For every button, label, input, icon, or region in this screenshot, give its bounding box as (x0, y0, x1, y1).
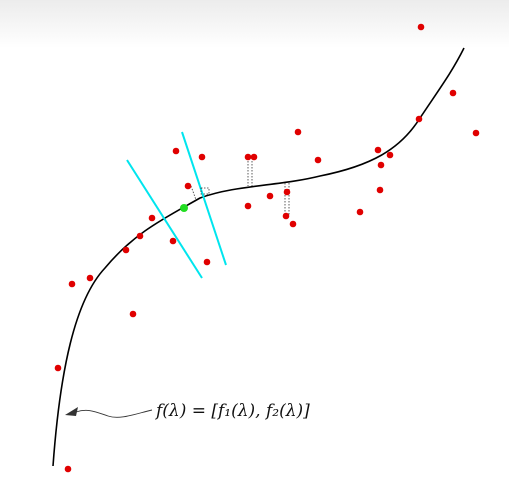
label-connector (75, 409, 153, 418)
data-point (289, 220, 297, 228)
data-point (172, 147, 180, 155)
data-point (129, 310, 137, 318)
data-point (250, 153, 258, 161)
data-point (449, 89, 457, 97)
data-point (314, 156, 322, 164)
data-point (198, 153, 206, 161)
data-point (68, 280, 76, 288)
data-point (282, 212, 290, 220)
data-point (417, 23, 425, 31)
data-point (203, 258, 211, 266)
data-point (472, 129, 480, 137)
data-point (377, 161, 385, 169)
highlight-point (180, 204, 188, 212)
projection-line-right (181, 131, 227, 266)
data-point (148, 214, 156, 222)
data-points (54, 23, 480, 473)
data-point (122, 246, 130, 254)
data-point (266, 192, 274, 200)
data-point (294, 128, 302, 136)
data-point (244, 202, 252, 210)
data-point (136, 232, 144, 240)
data-point (374, 146, 382, 154)
projection-line-left (126, 159, 203, 279)
data-point (169, 237, 177, 245)
data-point (54, 364, 62, 372)
data-point (283, 188, 291, 196)
data-point (184, 182, 192, 190)
data-point (64, 465, 72, 473)
residual-markers (190, 158, 290, 215)
data-point (356, 208, 364, 216)
data-point (86, 274, 94, 282)
data-point (244, 153, 252, 161)
data-point (376, 186, 384, 194)
curve-label: f(λ) = [f₁(λ), f₂(λ)] (154, 401, 310, 421)
data-point (386, 151, 394, 159)
arrowhead-icon (65, 407, 78, 416)
data-point (415, 115, 423, 123)
